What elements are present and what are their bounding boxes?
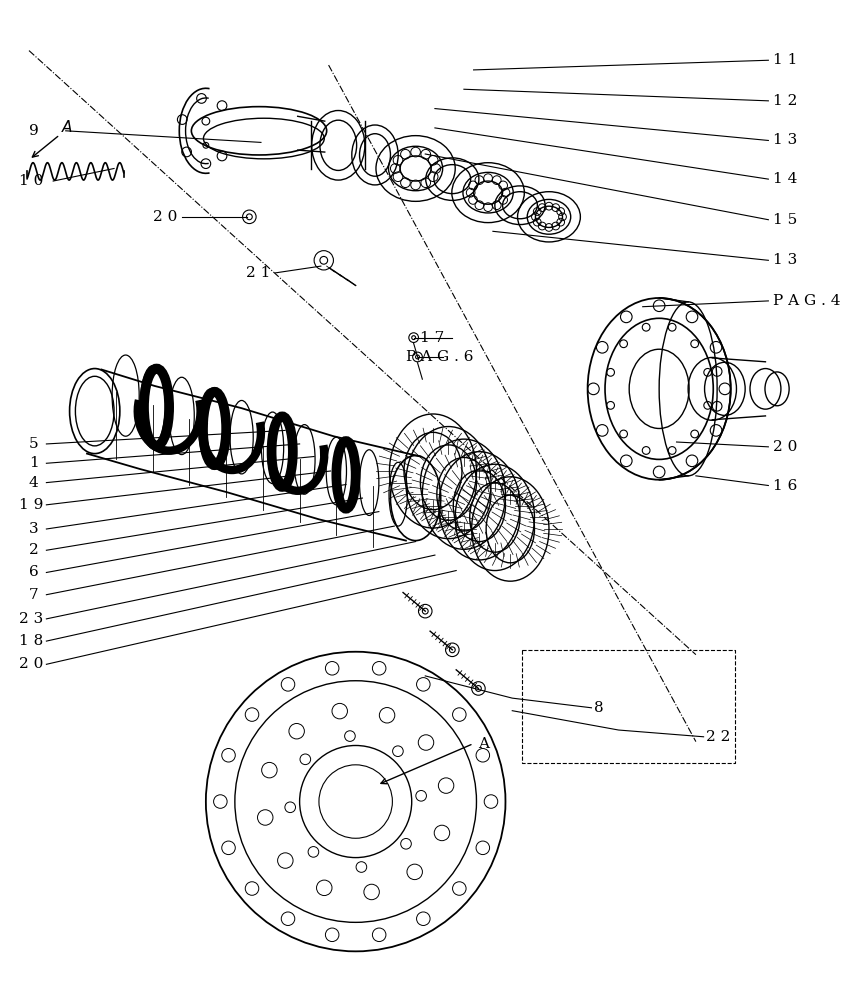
Text: 8: 8 [594,701,604,715]
Text: 1 3: 1 3 [773,133,797,147]
Text: 1 3: 1 3 [773,253,797,267]
Text: 1: 1 [29,456,39,470]
Text: 1 9: 1 9 [20,498,44,512]
Text: 1 6: 1 6 [773,479,798,493]
Text: 2 0: 2 0 [773,440,798,454]
Text: 1 1: 1 1 [773,53,798,67]
Text: 4: 4 [29,476,39,490]
Text: 6: 6 [29,565,39,579]
Text: P A G . 4: P A G . 4 [773,294,840,308]
Text: 1 7: 1 7 [421,331,444,345]
Text: 2: 2 [29,543,39,557]
Text: 2 0: 2 0 [153,210,177,224]
Text: 9: 9 [29,124,39,138]
Text: 2 1: 2 1 [247,266,271,280]
Text: 2 3: 2 3 [20,612,43,626]
Text: 7: 7 [29,588,39,602]
Text: 1 2: 1 2 [773,94,798,108]
Text: 1 4: 1 4 [773,172,798,186]
Text: 2 2: 2 2 [706,730,730,744]
Text: 5: 5 [29,437,39,451]
Text: A: A [478,737,489,751]
Text: 1 8: 1 8 [20,634,43,648]
Text: 1 0: 1 0 [20,174,44,188]
Text: P A G . 6: P A G . 6 [406,350,473,364]
Text: 2 0: 2 0 [20,657,44,671]
Text: 3: 3 [29,522,39,536]
Text: 1 5: 1 5 [773,213,797,227]
Text: A: A [62,120,72,135]
